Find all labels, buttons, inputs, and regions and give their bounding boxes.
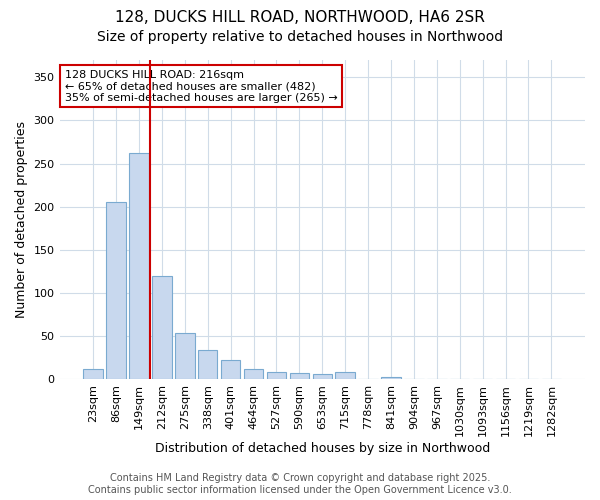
Bar [106,202,126,380]
Text: Contains HM Land Registry data © Crown copyright and database right 2025.
Contai: Contains HM Land Registry data © Crown c… [88,474,512,495]
Bar [175,333,194,380]
Bar [244,369,263,380]
Bar [542,378,561,380]
Bar [221,360,241,380]
Bar [313,374,332,380]
Bar [381,377,401,380]
Bar [335,372,355,380]
Text: 128 DUCKS HILL ROAD: 216sqm
← 65% of detached houses are smaller (482)
35% of se: 128 DUCKS HILL ROAD: 216sqm ← 65% of det… [65,70,338,103]
X-axis label: Distribution of detached houses by size in Northwood: Distribution of detached houses by size … [155,442,490,455]
Bar [198,350,217,380]
Y-axis label: Number of detached properties: Number of detached properties [15,121,28,318]
Text: 128, DUCKS HILL ROAD, NORTHWOOD, HA6 2SR: 128, DUCKS HILL ROAD, NORTHWOOD, HA6 2SR [115,10,485,25]
Text: Size of property relative to detached houses in Northwood: Size of property relative to detached ho… [97,30,503,44]
Bar [290,374,309,380]
Bar [267,372,286,380]
Bar [129,153,149,380]
Bar [83,369,103,380]
Bar [152,276,172,380]
